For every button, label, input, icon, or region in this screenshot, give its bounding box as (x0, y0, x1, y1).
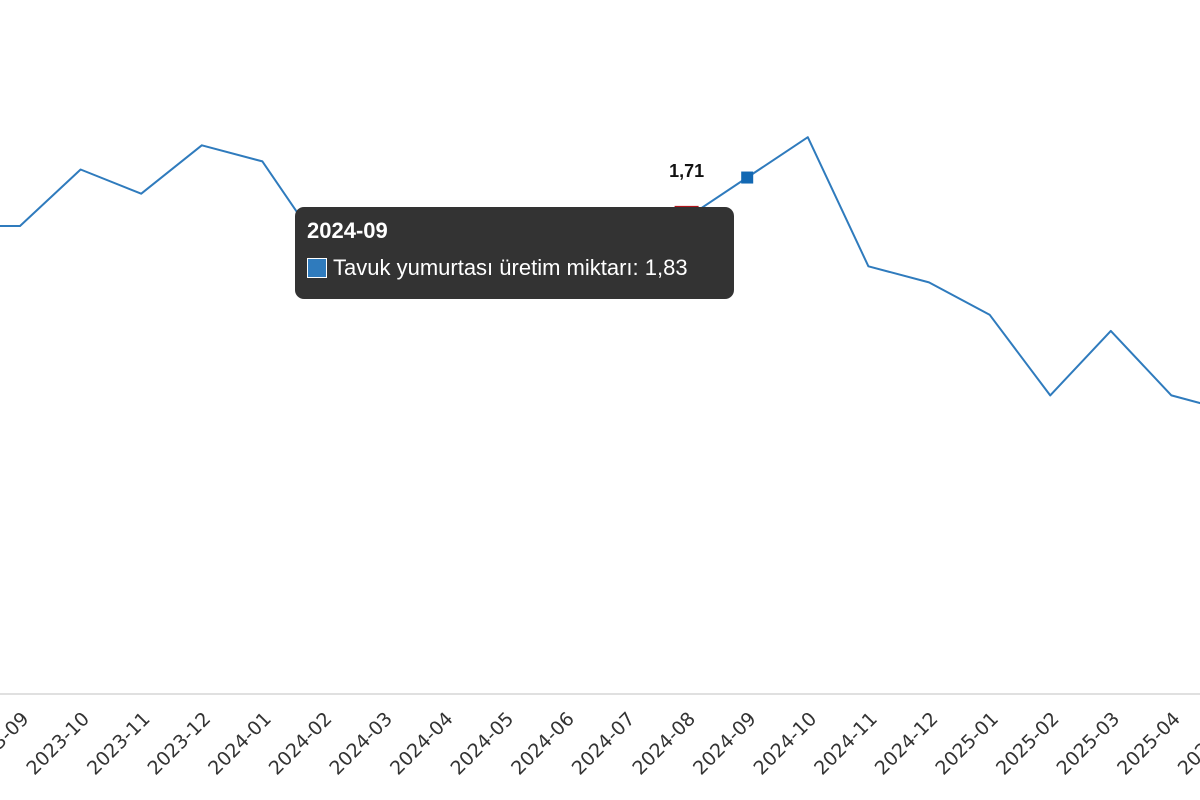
x-tick-label: 2025-03 (1053, 708, 1125, 780)
hover-point-marker[interactable] (741, 171, 754, 184)
x-tick-label: 2024-11 (810, 708, 882, 780)
x-tick-label: 2025-01 (931, 708, 1003, 780)
x-tick-label: 2024-08 (628, 708, 700, 780)
x-tick-label: 2024-01 (204, 708, 276, 780)
tooltip-swatch (307, 258, 327, 278)
tooltip-title: 2024-09 (307, 218, 388, 243)
tooltip-value: 1,83 (644, 255, 688, 280)
highlight-data-label: 1,71 (669, 161, 704, 181)
x-tick-label: 2024-09 (689, 708, 761, 780)
x-tick-label: 2024-10 (750, 708, 822, 780)
x-tick-label: 2024-04 (386, 708, 458, 780)
tooltip-row: Tavuk yumurtası üretim miktarı : 1,83 (307, 256, 722, 280)
x-tick-label: 2023-12 (144, 708, 216, 780)
x-tick-label: 2024-02 (265, 708, 337, 780)
tooltip-series-name: Tavuk yumurtası üretim miktarı (333, 255, 633, 280)
tooltip-separator: : (632, 255, 645, 280)
x-tick-label: 2024-12 (871, 708, 943, 780)
x-tick-label: 2024-07 (568, 708, 640, 780)
x-tick-label: 2023-10 (22, 708, 94, 780)
x-tick-label: 2025-02 (992, 708, 1064, 780)
tooltip: 2024-09 Tavuk yumurtası üretim miktarı :… (295, 207, 734, 299)
x-tick-label: 2023-11 (83, 708, 155, 780)
x-tick-label: 2024-03 (325, 708, 397, 780)
x-tick-label: 2025-04 (1113, 708, 1185, 780)
x-axis-ticks: 2023-082023-092023-102023-112023-122024-… (0, 708, 1200, 780)
x-tick-label: 2024-05 (447, 708, 519, 780)
x-tick-label: 2024-06 (507, 708, 579, 780)
